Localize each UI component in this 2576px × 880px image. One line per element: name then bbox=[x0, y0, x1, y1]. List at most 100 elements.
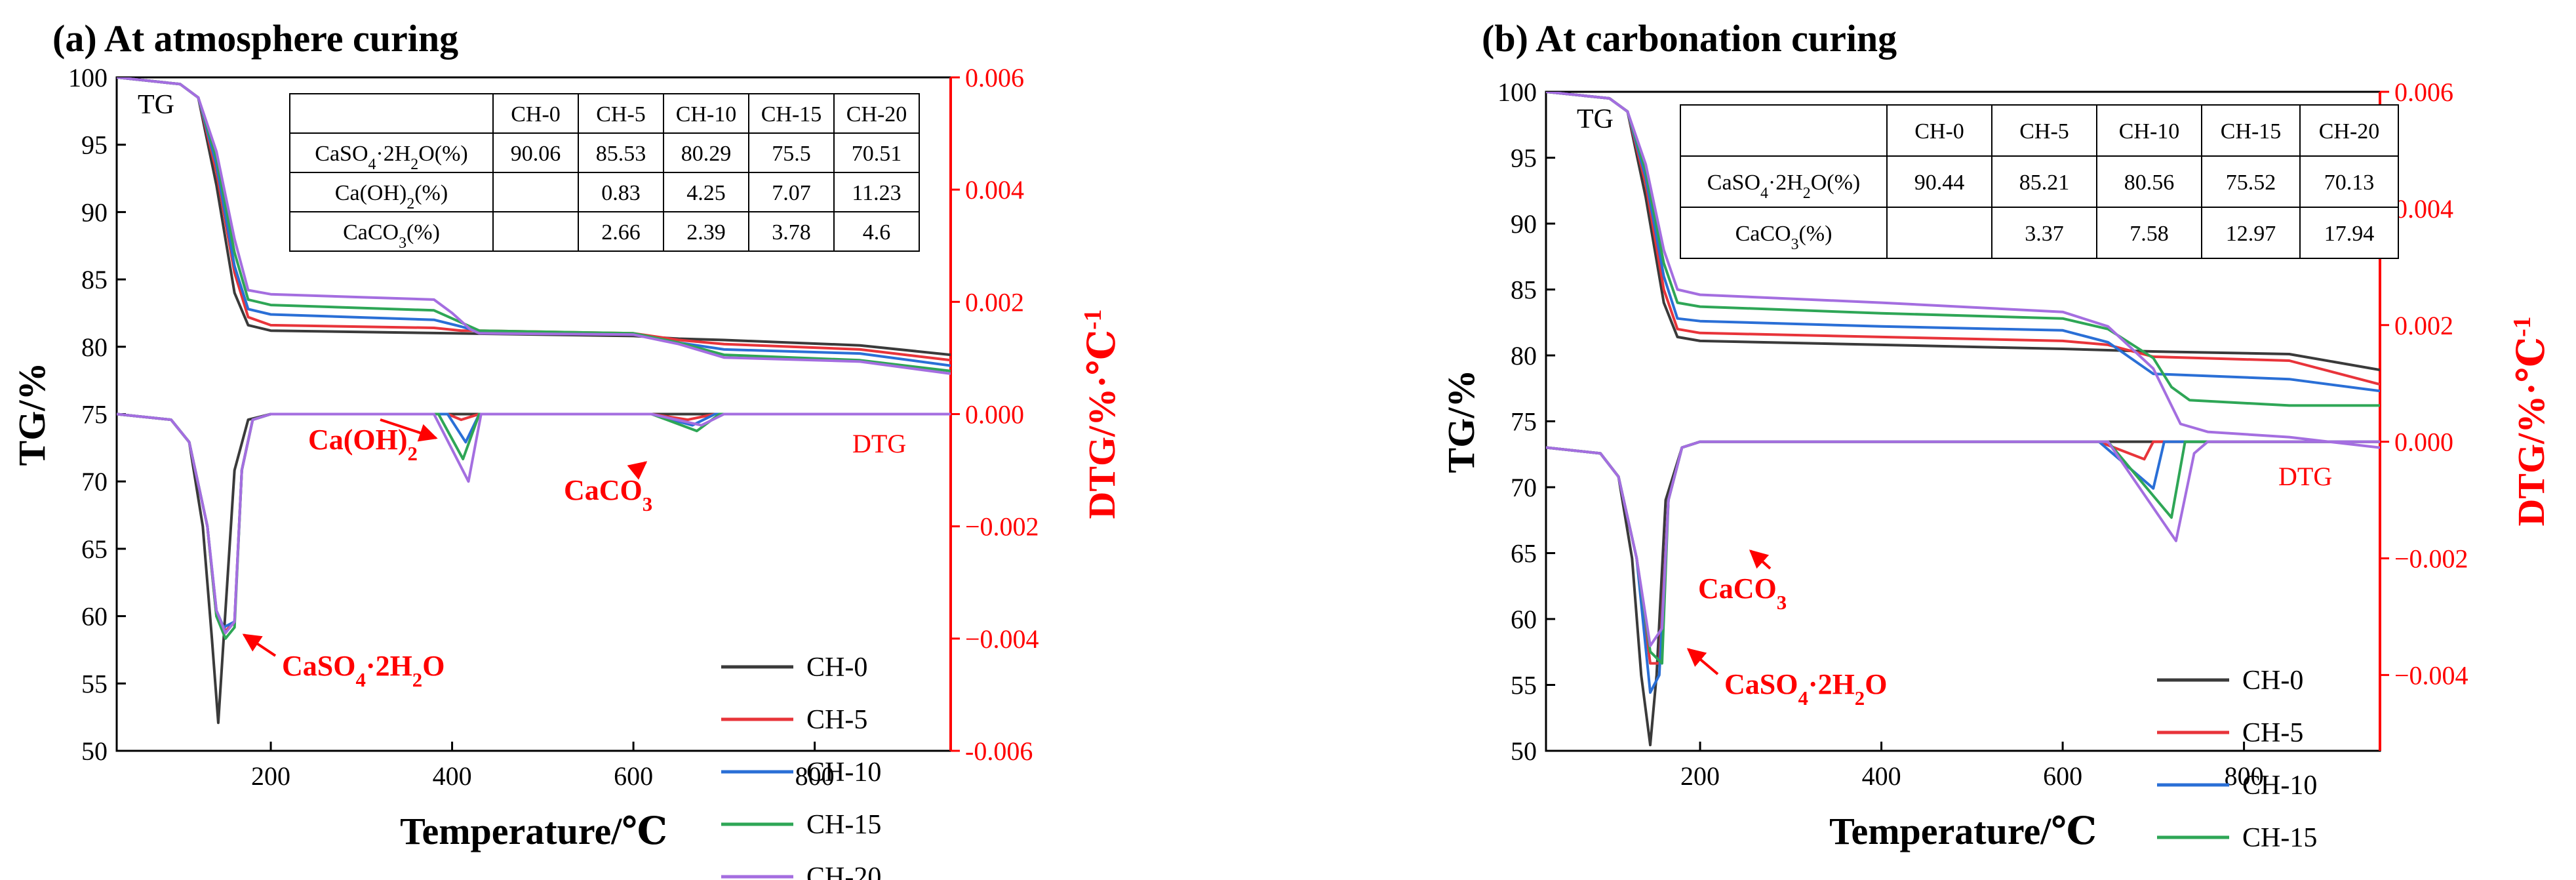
table-cell: 2.39 bbox=[686, 220, 726, 245]
dtg-curve-label: DTG bbox=[2278, 462, 2332, 491]
y-left-tick-label: 60 bbox=[1511, 605, 1537, 634]
legend-entry-ch-20: CH-20 bbox=[2242, 875, 2317, 880]
y-left-tick-label: 70 bbox=[81, 467, 108, 496]
y-left-tick-label: 65 bbox=[1511, 539, 1537, 569]
table-cell: 12.97 bbox=[2226, 222, 2276, 246]
x-tick-label: 200 bbox=[1680, 761, 1720, 791]
annotation-arrow bbox=[380, 418, 438, 442]
y-right-tick-label: −0.004 bbox=[2394, 660, 2468, 690]
y-left-tick-label: 65 bbox=[81, 534, 108, 564]
table-header-cell: CH-5 bbox=[2019, 119, 2069, 144]
composition-table: CH-0 CH-5 CH-10 CH-15 CH-20 CaSO4·2H2O(%) 90.0… bbox=[289, 93, 920, 252]
table-cell: CaCO3(%) bbox=[1735, 222, 1833, 253]
y-left-tick-label: 85 bbox=[1511, 275, 1537, 305]
x-tick-label: 200 bbox=[251, 761, 290, 791]
tg-line-ch-20 bbox=[117, 77, 951, 375]
table-cell: 75.5 bbox=[772, 142, 811, 166]
y-left-tick-label: 50 bbox=[81, 736, 108, 766]
table-cell: CaSO4·2H2O(%) bbox=[315, 142, 467, 173]
table-cell: CaCO3(%) bbox=[343, 220, 440, 252]
y-right-axis-label: DTG/%·℃-1 bbox=[1079, 309, 1123, 519]
y-right-tick-label: 0.000 bbox=[2394, 428, 2453, 457]
y-left-tick-label: 90 bbox=[1511, 209, 1537, 239]
y-left-tick-label: 55 bbox=[1511, 671, 1537, 700]
legend-entry-ch-5: CH-5 bbox=[2242, 718, 2303, 748]
y-left-tick-label: 85 bbox=[81, 265, 108, 294]
y-right-tick-label: 0.000 bbox=[965, 400, 1024, 430]
table-cell: 7.07 bbox=[772, 181, 811, 205]
x-tick-label: 800 bbox=[795, 761, 835, 791]
legend-entry-ch-15: CH-15 bbox=[806, 810, 881, 840]
y-left-axis-label: TG/% bbox=[1440, 370, 1482, 473]
table-cell: 85.53 bbox=[596, 142, 646, 166]
legend-entry-ch-0: CH-0 bbox=[806, 652, 867, 683]
x-tick-label: 600 bbox=[2043, 761, 2082, 791]
legend: CH-0 CH-5 CH-10 CH-15 CH-20 bbox=[2157, 666, 2317, 880]
annotation-arrow bbox=[242, 633, 277, 657]
annotation-arrow bbox=[627, 461, 648, 480]
table-header-cell: CH-0 bbox=[511, 102, 561, 127]
annotation-label: CaCO3 bbox=[1698, 572, 1787, 614]
y-right-tick-label: 0.006 bbox=[2394, 77, 2453, 107]
legend-entry-ch-20: CH-20 bbox=[806, 862, 881, 880]
chart-panel-b: (b) At carbonation curing 200 400 600 800 50 5… bbox=[1440, 17, 2552, 880]
table-header-cell: CH-10 bbox=[2119, 119, 2180, 144]
table-cell: Ca(OH)2(%) bbox=[335, 181, 448, 212]
y-left-tick-label: 75 bbox=[81, 400, 108, 430]
legend-entry-ch-5: CH-5 bbox=[806, 705, 867, 735]
table-cell: 0.83 bbox=[601, 181, 641, 205]
annotation-label: CaSO4·2H2O bbox=[1724, 668, 1887, 710]
y-left-tick-label: 50 bbox=[1511, 736, 1537, 766]
y-left-tick-label: 90 bbox=[81, 197, 108, 227]
series-lines bbox=[1546, 92, 2380, 747]
y-right-axis-label: DTG/%·℃-1 bbox=[2508, 316, 2552, 526]
dtg-line-ch-5 bbox=[1546, 440, 2380, 665]
table-header-cell: CH-20 bbox=[846, 102, 907, 127]
table-cell: 7.58 bbox=[2130, 222, 2169, 246]
tg-curve-label: TG bbox=[138, 90, 174, 120]
y-left-tick-label: 95 bbox=[1511, 144, 1537, 173]
series-lines bbox=[117, 77, 951, 725]
table-cell: 4.6 bbox=[863, 220, 891, 245]
y-left-tick-label: 80 bbox=[81, 332, 108, 362]
annotation-label: CaSO4·2H2O bbox=[282, 650, 445, 691]
legend: CH-0 CH-5 CH-10 CH-15 CH-20 bbox=[721, 652, 881, 880]
annotation-arrow bbox=[1749, 550, 1772, 570]
y-right-tick-label: −0.002 bbox=[965, 512, 1039, 542]
table-cell: CaSO4·2H2O(%) bbox=[1707, 170, 1860, 202]
legend-entry-ch-0: CH-0 bbox=[2242, 666, 2303, 696]
x-tick-label: 400 bbox=[1862, 761, 1901, 791]
tg-line-ch-20 bbox=[1546, 92, 2380, 449]
y-left-tick-label: 55 bbox=[81, 669, 108, 698]
annotation-label: Ca(OH)2 bbox=[308, 424, 418, 465]
table-header-cell: CH-15 bbox=[2221, 119, 2282, 144]
table-cell: 2.66 bbox=[601, 220, 641, 245]
table-header-cell: CH-5 bbox=[596, 102, 646, 127]
y-right-tick-label: 0.004 bbox=[2394, 194, 2453, 224]
dtg-curve-label: DTG bbox=[852, 429, 906, 458]
y-left-tick-label: 100 bbox=[68, 63, 108, 92]
x-axis-label: Temperature/℃ bbox=[1829, 810, 2097, 852]
y-right-tick-label: −0.002 bbox=[2394, 544, 2468, 574]
x-tick-label: 600 bbox=[614, 761, 653, 791]
table-cell: 80.29 bbox=[681, 142, 732, 166]
legend-entry-ch-10: CH-10 bbox=[806, 757, 881, 788]
x-tick-label: 400 bbox=[433, 761, 472, 791]
y-left-tick-label: 100 bbox=[1497, 77, 1537, 107]
y-right-tick-label: -0.006 bbox=[965, 736, 1033, 766]
y-left-tick-label: 75 bbox=[1511, 407, 1537, 437]
table-cell: 90.44 bbox=[1914, 170, 1965, 195]
legend-entry-ch-15: CH-15 bbox=[2242, 823, 2317, 853]
panel-title: (b) At carbonation curing bbox=[1482, 17, 1897, 60]
x-tick-label: 800 bbox=[2225, 761, 2264, 791]
panel-title: (a) At atmosphere curing bbox=[52, 17, 458, 60]
y-left-tick-label: 80 bbox=[1511, 341, 1537, 370]
y-left-axis-label: TG/% bbox=[10, 363, 53, 466]
table-cell: 75.52 bbox=[2226, 170, 2276, 195]
table-cell: 90.06 bbox=[511, 142, 561, 166]
table-header-cell: CH-10 bbox=[676, 102, 737, 127]
y-right-tick-label: 0.006 bbox=[965, 63, 1024, 92]
table-header-cell: CH-20 bbox=[2319, 119, 2380, 144]
legend-entry-ch-10: CH-10 bbox=[2242, 770, 2317, 801]
